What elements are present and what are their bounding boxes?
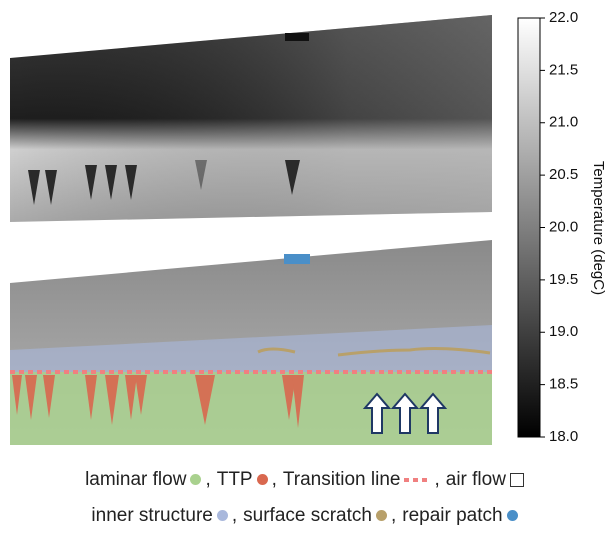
- legend-separator: ,: [231, 505, 238, 526]
- legend-symbol: [375, 510, 387, 522]
- legend-label: repair patch: [402, 505, 503, 526]
- legend-label: Transition line: [282, 469, 401, 490]
- tick-label: 22.0: [549, 9, 578, 26]
- thermal-image-raw: [10, 15, 492, 222]
- legend-separator: ,: [390, 505, 397, 526]
- tick-label: 21.0: [549, 114, 578, 131]
- legend-separator: ,: [434, 469, 440, 490]
- tick-label: 18.5: [549, 376, 578, 393]
- legend-symbol: [404, 477, 431, 482]
- legend-symbol: [256, 474, 268, 486]
- legend-label: TTP: [216, 469, 253, 490]
- legend-label: air flow: [445, 469, 506, 490]
- tick-label: 19.0: [549, 323, 578, 340]
- legend-symbol: [506, 510, 518, 522]
- legend-symbol: [190, 474, 202, 486]
- legend-line: laminar flow, TTP, Transition line, air flo…: [0, 462, 613, 498]
- legend-label: inner structure: [91, 505, 213, 526]
- legend-separator: ,: [271, 469, 277, 490]
- legend-line: inner structure, surface scratch, repair p…: [0, 498, 613, 534]
- tick-label: 20.0: [549, 218, 578, 235]
- colorbar-label: Temperature (degC): [590, 161, 607, 295]
- colorbar: [517, 17, 541, 438]
- legend-symbol: [216, 510, 228, 522]
- legend-separator: ,: [205, 469, 211, 490]
- tick-label: 21.5: [549, 61, 578, 78]
- legend-label: surface scratch: [243, 505, 372, 526]
- thermal-image-annotated: [10, 240, 492, 445]
- legend-label: laminar flow: [85, 469, 187, 490]
- legend-symbol: [509, 472, 524, 487]
- tick-label: 19.5: [549, 271, 578, 288]
- tick-label: 20.5: [549, 166, 578, 183]
- tick-label: 18.0: [549, 428, 578, 445]
- figure: Temperature (degC) 18.0 18.5 19.0 19.5 20.0 2…: [10, 9, 607, 445]
- legend: laminar flow, TTP, Transition line, air flo…: [0, 462, 613, 534]
